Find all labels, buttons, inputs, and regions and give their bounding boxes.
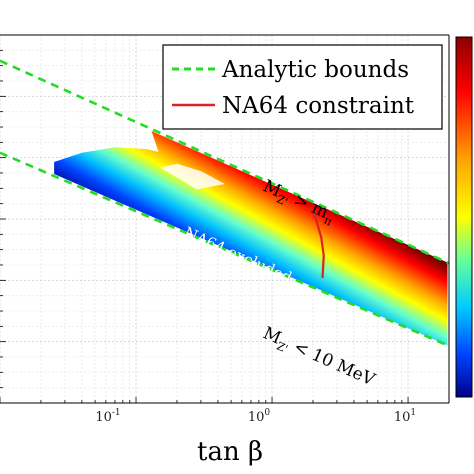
analytic-bound-lower — [0, 151, 449, 348]
legend: Analytic bounds NA64 constraint — [162, 44, 443, 130]
data-region — [0, 59, 449, 348]
x-axis-label: tan β — [197, 437, 263, 467]
na64-constraint-line — [308, 207, 325, 278]
scatter-band — [54, 131, 448, 346]
analytic-bound-upper — [0, 59, 449, 265]
x-tick-label-2: 101 — [394, 408, 416, 425]
colorbar — [455, 36, 473, 398]
notch-gap — [159, 163, 225, 190]
legend-label-analytic: Analytic bounds — [221, 57, 409, 83]
svg-text:MZ' < 10 MeV: MZ' < 10 MeV — [259, 323, 379, 393]
plot-area — [0, 34, 450, 404]
x-tick-label-1: 100 — [248, 408, 271, 425]
x-tick-marks — [0, 397, 450, 403]
y-tick-marks — [0, 34, 6, 404]
annotation-lower: MZ' < 10 MeV — [259, 323, 379, 393]
legend-box — [162, 44, 443, 130]
x-tick-label-0: 10-1 — [95, 408, 120, 425]
x-ticks: 10-1 100 101 — [95, 408, 416, 425]
legend-label-na64: NA64 constraint — [222, 93, 415, 119]
